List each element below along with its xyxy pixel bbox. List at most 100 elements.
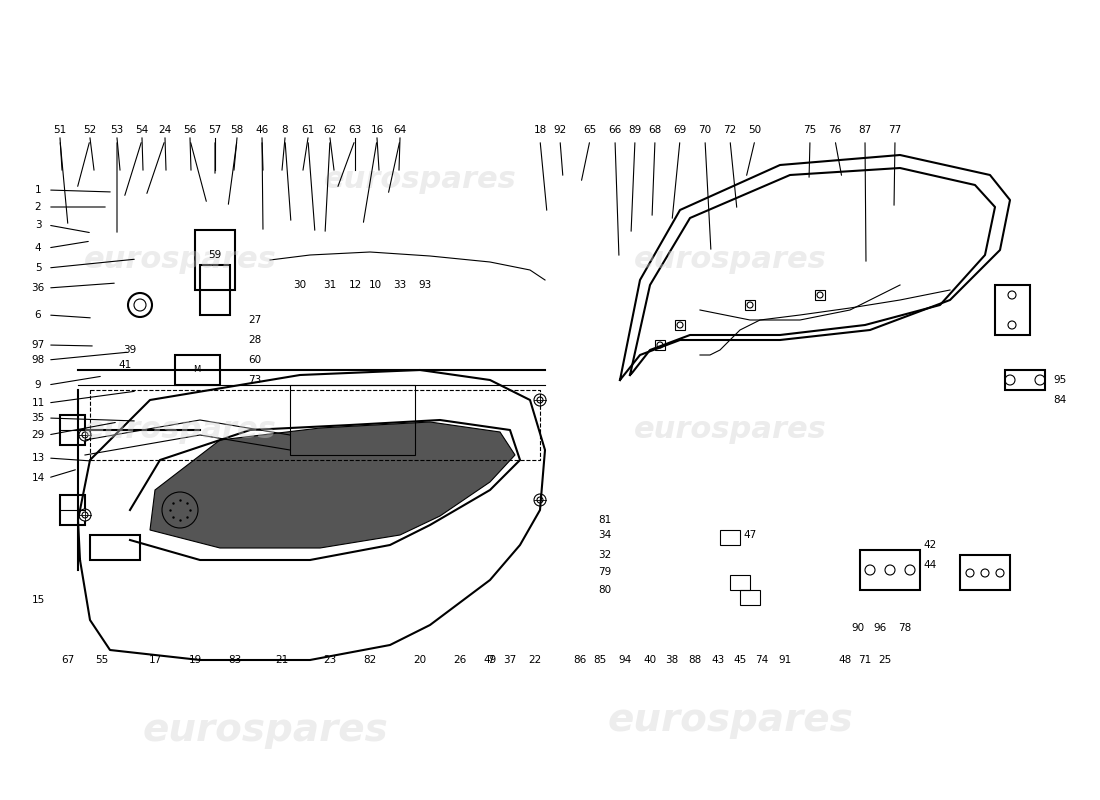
Bar — [60, 495, 85, 525]
Text: 49: 49 — [483, 655, 496, 665]
Bar — [730, 575, 750, 590]
Text: 6: 6 — [35, 310, 42, 320]
Bar — [675, 320, 685, 330]
Text: 39: 39 — [123, 345, 136, 355]
Text: 86: 86 — [573, 655, 586, 665]
Text: 32: 32 — [598, 550, 612, 560]
Text: 20: 20 — [414, 655, 427, 665]
Text: 90: 90 — [851, 623, 865, 633]
Text: 2: 2 — [35, 202, 42, 212]
Bar — [745, 300, 755, 310]
Text: 81: 81 — [598, 515, 612, 525]
Text: 8: 8 — [282, 125, 288, 135]
Text: 53: 53 — [110, 125, 123, 135]
Text: 35: 35 — [32, 413, 45, 423]
Text: 16: 16 — [371, 125, 384, 135]
Text: 82: 82 — [363, 655, 376, 665]
Text: 40: 40 — [644, 655, 657, 665]
Text: 95: 95 — [1054, 375, 1067, 385]
Text: eurospares: eurospares — [142, 711, 388, 749]
Text: 83: 83 — [229, 655, 242, 665]
Bar — [90, 535, 140, 560]
Text: 7: 7 — [486, 655, 493, 665]
Text: 23: 23 — [323, 655, 337, 665]
Text: 33: 33 — [394, 280, 407, 290]
Bar — [960, 555, 1010, 590]
Text: M: M — [194, 366, 200, 374]
Text: 47: 47 — [744, 530, 757, 540]
Text: 14: 14 — [32, 473, 45, 483]
Text: 85: 85 — [593, 655, 606, 665]
Text: 18: 18 — [534, 125, 547, 135]
Bar — [175, 355, 220, 385]
Text: 87: 87 — [858, 125, 871, 135]
Text: 52: 52 — [84, 125, 97, 135]
Text: 48: 48 — [838, 655, 851, 665]
Text: 94: 94 — [618, 655, 631, 665]
Text: 60: 60 — [249, 355, 262, 365]
Text: 55: 55 — [96, 655, 109, 665]
Text: 59: 59 — [208, 250, 221, 260]
Bar — [60, 415, 85, 445]
Text: 69: 69 — [673, 125, 686, 135]
Text: 61: 61 — [301, 125, 315, 135]
Text: 70: 70 — [698, 125, 712, 135]
Text: 54: 54 — [135, 125, 149, 135]
Text: 96: 96 — [873, 623, 887, 633]
Text: 71: 71 — [858, 655, 871, 665]
Text: 13: 13 — [32, 453, 45, 463]
Text: 73: 73 — [249, 375, 262, 385]
Text: 27: 27 — [249, 315, 262, 325]
Polygon shape — [150, 422, 515, 548]
Bar — [1005, 370, 1045, 390]
Text: 65: 65 — [583, 125, 596, 135]
Text: 45: 45 — [734, 655, 747, 665]
Text: eurospares: eurospares — [634, 246, 826, 274]
Circle shape — [534, 394, 546, 406]
Text: 56: 56 — [184, 125, 197, 135]
Text: 10: 10 — [368, 280, 382, 290]
Text: 38: 38 — [666, 655, 679, 665]
Text: 78: 78 — [899, 623, 912, 633]
Text: 66: 66 — [608, 125, 622, 135]
Text: 41: 41 — [119, 360, 132, 370]
Text: 34: 34 — [598, 530, 612, 540]
Bar — [740, 590, 760, 605]
Bar — [720, 530, 740, 545]
Text: 76: 76 — [828, 125, 842, 135]
Text: 9: 9 — [35, 380, 42, 390]
Text: 91: 91 — [779, 655, 792, 665]
Text: 37: 37 — [504, 655, 517, 665]
Text: 62: 62 — [323, 125, 337, 135]
Text: 51: 51 — [54, 125, 67, 135]
Text: 97: 97 — [32, 340, 45, 350]
Text: 26: 26 — [453, 655, 466, 665]
Bar — [195, 230, 235, 290]
Text: 89: 89 — [628, 125, 641, 135]
Text: 42: 42 — [923, 540, 936, 550]
Text: 84: 84 — [1054, 395, 1067, 405]
Text: 24: 24 — [158, 125, 172, 135]
Text: 15: 15 — [32, 595, 45, 605]
Text: 79: 79 — [598, 567, 612, 577]
Bar — [996, 285, 1030, 335]
Bar — [815, 290, 825, 300]
Text: 36: 36 — [32, 283, 45, 293]
Text: 74: 74 — [756, 655, 769, 665]
Text: 43: 43 — [712, 655, 725, 665]
Text: eurospares: eurospares — [84, 246, 276, 274]
Text: 67: 67 — [62, 655, 75, 665]
Text: 50: 50 — [748, 125, 761, 135]
Bar — [654, 340, 666, 350]
Text: 29: 29 — [32, 430, 45, 440]
Text: 92: 92 — [553, 125, 566, 135]
Text: 80: 80 — [598, 585, 612, 595]
Bar — [860, 550, 920, 590]
Text: eurospares: eurospares — [607, 701, 852, 739]
Bar — [200, 265, 230, 315]
Text: 31: 31 — [323, 280, 337, 290]
Text: 22: 22 — [528, 655, 541, 665]
Text: 64: 64 — [394, 125, 407, 135]
Text: 17: 17 — [148, 655, 162, 665]
Text: 28: 28 — [249, 335, 262, 345]
